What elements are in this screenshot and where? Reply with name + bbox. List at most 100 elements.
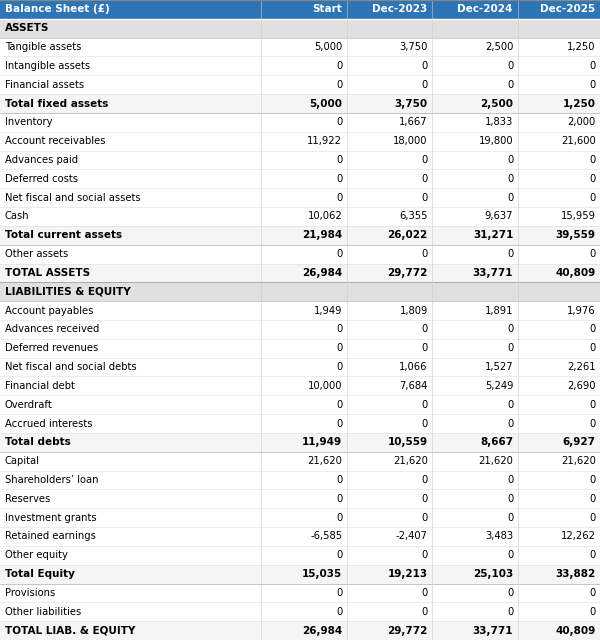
Bar xyxy=(517,621,600,640)
Bar xyxy=(517,94,600,113)
Text: 6,927: 6,927 xyxy=(563,437,596,447)
Bar xyxy=(0,0,261,19)
Text: 12,262: 12,262 xyxy=(561,531,596,541)
Bar xyxy=(0,433,261,452)
Bar xyxy=(347,320,432,339)
Text: 2,261: 2,261 xyxy=(567,362,596,372)
Bar xyxy=(261,56,347,76)
Bar xyxy=(261,188,347,207)
Text: 0: 0 xyxy=(507,475,513,485)
Bar xyxy=(261,320,347,339)
Bar xyxy=(0,282,261,301)
Text: 0: 0 xyxy=(422,400,428,410)
Bar xyxy=(261,244,347,264)
Text: Total debts: Total debts xyxy=(5,437,71,447)
Text: 0: 0 xyxy=(422,155,428,165)
Text: Retained earnings: Retained earnings xyxy=(5,531,95,541)
Bar xyxy=(517,0,600,19)
Bar xyxy=(432,264,517,282)
Bar xyxy=(432,0,517,19)
Bar xyxy=(517,170,600,188)
Bar xyxy=(432,170,517,188)
Text: 0: 0 xyxy=(422,324,428,335)
Bar xyxy=(347,150,432,170)
Text: 0: 0 xyxy=(422,513,428,523)
Bar xyxy=(517,564,600,584)
Bar xyxy=(347,113,432,132)
Bar xyxy=(432,376,517,396)
Bar xyxy=(432,244,517,264)
Bar xyxy=(347,584,432,602)
Bar xyxy=(432,470,517,490)
Text: 29,772: 29,772 xyxy=(388,625,428,636)
Text: 11,922: 11,922 xyxy=(307,136,342,146)
Text: 0: 0 xyxy=(336,513,342,523)
Text: 0: 0 xyxy=(336,588,342,598)
Text: 0: 0 xyxy=(507,80,513,90)
Bar xyxy=(347,264,432,282)
Text: Inventory: Inventory xyxy=(5,117,52,127)
Text: 21,620: 21,620 xyxy=(478,456,513,466)
Bar xyxy=(347,0,432,19)
Text: ASSETS: ASSETS xyxy=(5,23,49,33)
Bar xyxy=(517,113,600,132)
Text: 40,809: 40,809 xyxy=(556,268,596,278)
Text: 0: 0 xyxy=(507,343,513,353)
Bar xyxy=(0,584,261,602)
Bar xyxy=(261,470,347,490)
Text: 0: 0 xyxy=(336,324,342,335)
Text: Financial debt: Financial debt xyxy=(5,381,74,391)
Bar xyxy=(261,19,347,38)
Bar xyxy=(517,358,600,376)
Bar xyxy=(347,470,432,490)
Bar xyxy=(347,452,432,470)
Bar xyxy=(432,94,517,113)
Bar xyxy=(432,527,517,546)
Text: 0: 0 xyxy=(336,419,342,429)
Bar xyxy=(0,94,261,113)
Text: 18,000: 18,000 xyxy=(394,136,428,146)
Bar xyxy=(432,113,517,132)
Bar xyxy=(517,339,600,358)
Text: 3,750: 3,750 xyxy=(400,42,428,52)
Bar xyxy=(0,244,261,264)
Text: 39,559: 39,559 xyxy=(556,230,596,240)
Bar xyxy=(517,470,600,490)
Bar xyxy=(261,264,347,282)
Bar xyxy=(517,527,600,546)
Text: Capital: Capital xyxy=(5,456,40,466)
Text: 0: 0 xyxy=(507,249,513,259)
Text: Other equity: Other equity xyxy=(5,550,68,560)
Bar xyxy=(517,602,600,621)
Bar xyxy=(0,264,261,282)
Bar xyxy=(261,150,347,170)
Bar xyxy=(432,584,517,602)
Bar xyxy=(261,170,347,188)
Text: 0: 0 xyxy=(590,607,596,617)
Bar xyxy=(347,621,432,640)
Bar xyxy=(347,414,432,433)
Bar xyxy=(517,396,600,414)
Text: Net fiscal and social assets: Net fiscal and social assets xyxy=(5,193,140,203)
Bar xyxy=(0,170,261,188)
Text: LIABILITIES & EQUITY: LIABILITIES & EQUITY xyxy=(5,287,131,297)
Bar xyxy=(261,414,347,433)
Text: 0: 0 xyxy=(336,80,342,90)
Text: Dec-2023: Dec-2023 xyxy=(372,4,427,15)
Bar xyxy=(432,282,517,301)
Text: 21,620: 21,620 xyxy=(393,456,428,466)
Text: TOTAL ASSETS: TOTAL ASSETS xyxy=(5,268,90,278)
Bar xyxy=(347,244,432,264)
Bar xyxy=(261,358,347,376)
Text: 0: 0 xyxy=(336,155,342,165)
Bar xyxy=(347,396,432,414)
Text: -2,407: -2,407 xyxy=(396,531,428,541)
Bar xyxy=(261,508,347,527)
Bar xyxy=(261,94,347,113)
Bar xyxy=(517,301,600,320)
Bar xyxy=(0,226,261,244)
Text: 26,022: 26,022 xyxy=(388,230,428,240)
Bar xyxy=(261,527,347,546)
Bar xyxy=(261,396,347,414)
Text: 0: 0 xyxy=(336,193,342,203)
